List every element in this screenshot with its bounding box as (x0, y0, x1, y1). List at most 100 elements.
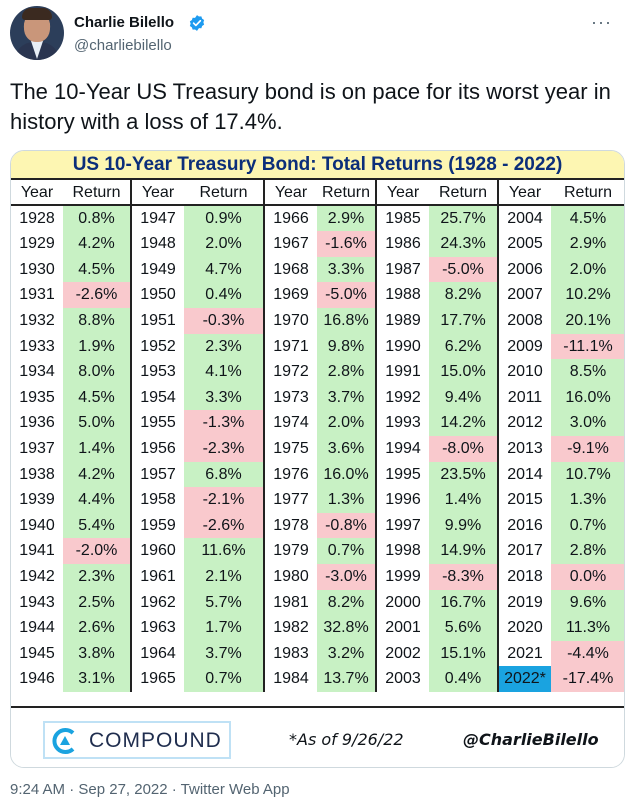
year-cell: 2005 (507, 235, 543, 253)
table-row: 1967 -1.6% (265, 231, 375, 257)
return-cell: 5.6% (429, 615, 497, 641)
return-cell: 2.9% (551, 231, 624, 257)
return-cell: 5.7% (184, 589, 263, 616)
year-cell: 1981 (273, 593, 309, 611)
header-year: Year (377, 180, 429, 206)
table-row: 1947 0.9% (132, 205, 263, 232)
return-cell: -11.1% (551, 333, 624, 360)
header-return: Return (63, 180, 130, 206)
tweet-image[interactable]: US 10-Year Treasury Bond: Total Returns … (10, 150, 625, 768)
table-row: 1931 -2.6% (11, 282, 130, 308)
table-row: 1973 3.7% (265, 384, 375, 411)
table-header-row: Year Return (499, 180, 624, 206)
return-cell: 0.9% (184, 205, 263, 232)
return-cell: 3.6% (317, 435, 375, 462)
year-cell: 1979 (273, 542, 309, 560)
table-row: 1952 2.3% (132, 333, 263, 360)
year-cell: 2011 (507, 388, 543, 406)
table-row: 2004 4.5% (499, 205, 624, 232)
table-row: 1953 4.1% (132, 359, 263, 385)
return-cell: 2.8% (551, 538, 624, 564)
table-row: 1937 1.4% (11, 435, 130, 462)
return-cell: 0.7% (551, 512, 624, 539)
table-row: 1928 0.8% (11, 205, 130, 232)
table-row: 1979 0.7% (265, 538, 375, 564)
return-cell: 8.5% (551, 359, 624, 385)
year-cell: 1988 (385, 286, 421, 304)
year-cell: 1996 (385, 491, 421, 509)
year-cell: 1983 (273, 644, 309, 662)
table-row: 1954 3.3% (132, 384, 263, 411)
return-cell: 0.0% (551, 563, 624, 590)
return-cell: 16.8% (317, 307, 375, 334)
year-cell: 1959 (140, 516, 176, 534)
return-cell: 4.2% (63, 231, 130, 257)
year-cell: 2016 (507, 516, 543, 534)
table-row: 1998 14.9% (377, 538, 497, 564)
year-cell: 1963 (140, 619, 176, 637)
year-cell: 1947 (140, 209, 176, 227)
year-cell: 1953 (140, 363, 176, 381)
year-cell: 1982 (273, 619, 309, 637)
table-row: 1934 8.0% (11, 359, 130, 385)
table-row: 1949 4.7% (132, 256, 263, 283)
table-header-row: Year Return (377, 180, 497, 206)
return-cell: 1.7% (184, 615, 263, 641)
verified-badge-icon (189, 15, 205, 31)
return-cell: -2.1% (184, 487, 263, 513)
avatar-hair (22, 8, 52, 20)
tweet-timestamp[interactable]: 9:24 AM · Sep 27, 2022 · Twitter Web App (10, 781, 290, 798)
table-row: 2003 0.4% (377, 666, 497, 692)
return-cell: 13.7% (317, 666, 375, 692)
table-row: 1958 -2.1% (132, 487, 263, 513)
return-cell: -1.3% (184, 410, 263, 436)
return-cell: 4.5% (63, 256, 130, 283)
table-row: 1993 14.2% (377, 410, 497, 436)
return-cell: 6.2% (429, 333, 497, 360)
table-row: 1963 1.7% (132, 615, 263, 641)
return-cell: 2.9% (317, 205, 375, 232)
year-cell: 1942 (19, 567, 55, 585)
table-row: 1929 4.2% (11, 231, 130, 257)
return-cell: 9.6% (551, 589, 624, 616)
header-year: Year (499, 180, 551, 206)
table-row: 2020 11.3% (499, 615, 624, 641)
year-cell: 1954 (140, 388, 176, 406)
header-return: Return (429, 180, 497, 206)
return-cell: 1.3% (551, 487, 624, 513)
return-cell: 11.6% (184, 538, 263, 564)
author-handle[interactable]: @charliebilello (74, 37, 172, 54)
year-cell: 1969 (273, 286, 309, 304)
return-cell: 4.7% (184, 256, 263, 283)
avatar[interactable] (10, 6, 64, 60)
year-cell: 1978 (273, 516, 309, 534)
return-cell: 8.8% (63, 307, 130, 334)
return-cell: 2.0% (184, 231, 263, 257)
year-cell: 2003 (385, 670, 421, 688)
year-cell: 1985 (385, 209, 421, 227)
table-row: 1972 2.8% (265, 359, 375, 385)
return-cell: -2.3% (184, 435, 263, 462)
return-cell: 3.2% (317, 640, 375, 667)
return-cell: -17.4% (551, 666, 624, 692)
return-cell: -0.8% (317, 512, 375, 539)
year-cell: 1989 (385, 311, 421, 329)
table-row: 2013 -9.1% (499, 435, 624, 462)
table-row: 1985 25.7% (377, 205, 497, 232)
year-cell: 1956 (140, 439, 176, 457)
year-cell: 2020 (507, 619, 543, 637)
year-cell: 1933 (19, 337, 55, 355)
table-row: 1986 24.3% (377, 231, 497, 257)
table-row: 1988 8.2% (377, 282, 497, 308)
as-of-note: *As of 9/26/22 (289, 730, 404, 749)
more-options-icon[interactable]: ··· (591, 12, 612, 32)
table-row: 1976 16.0% (265, 461, 375, 488)
year-cell: 1952 (140, 337, 176, 355)
table-row: 1969 -5.0% (265, 282, 375, 308)
return-cell: 8.2% (429, 282, 497, 308)
year-cell: 1984 (273, 670, 309, 688)
return-cell: 14.2% (429, 410, 497, 436)
author-name[interactable]: Charlie Bilello (74, 14, 175, 31)
table-row: 1930 4.5% (11, 256, 130, 283)
return-cell: 5.0% (63, 410, 130, 436)
